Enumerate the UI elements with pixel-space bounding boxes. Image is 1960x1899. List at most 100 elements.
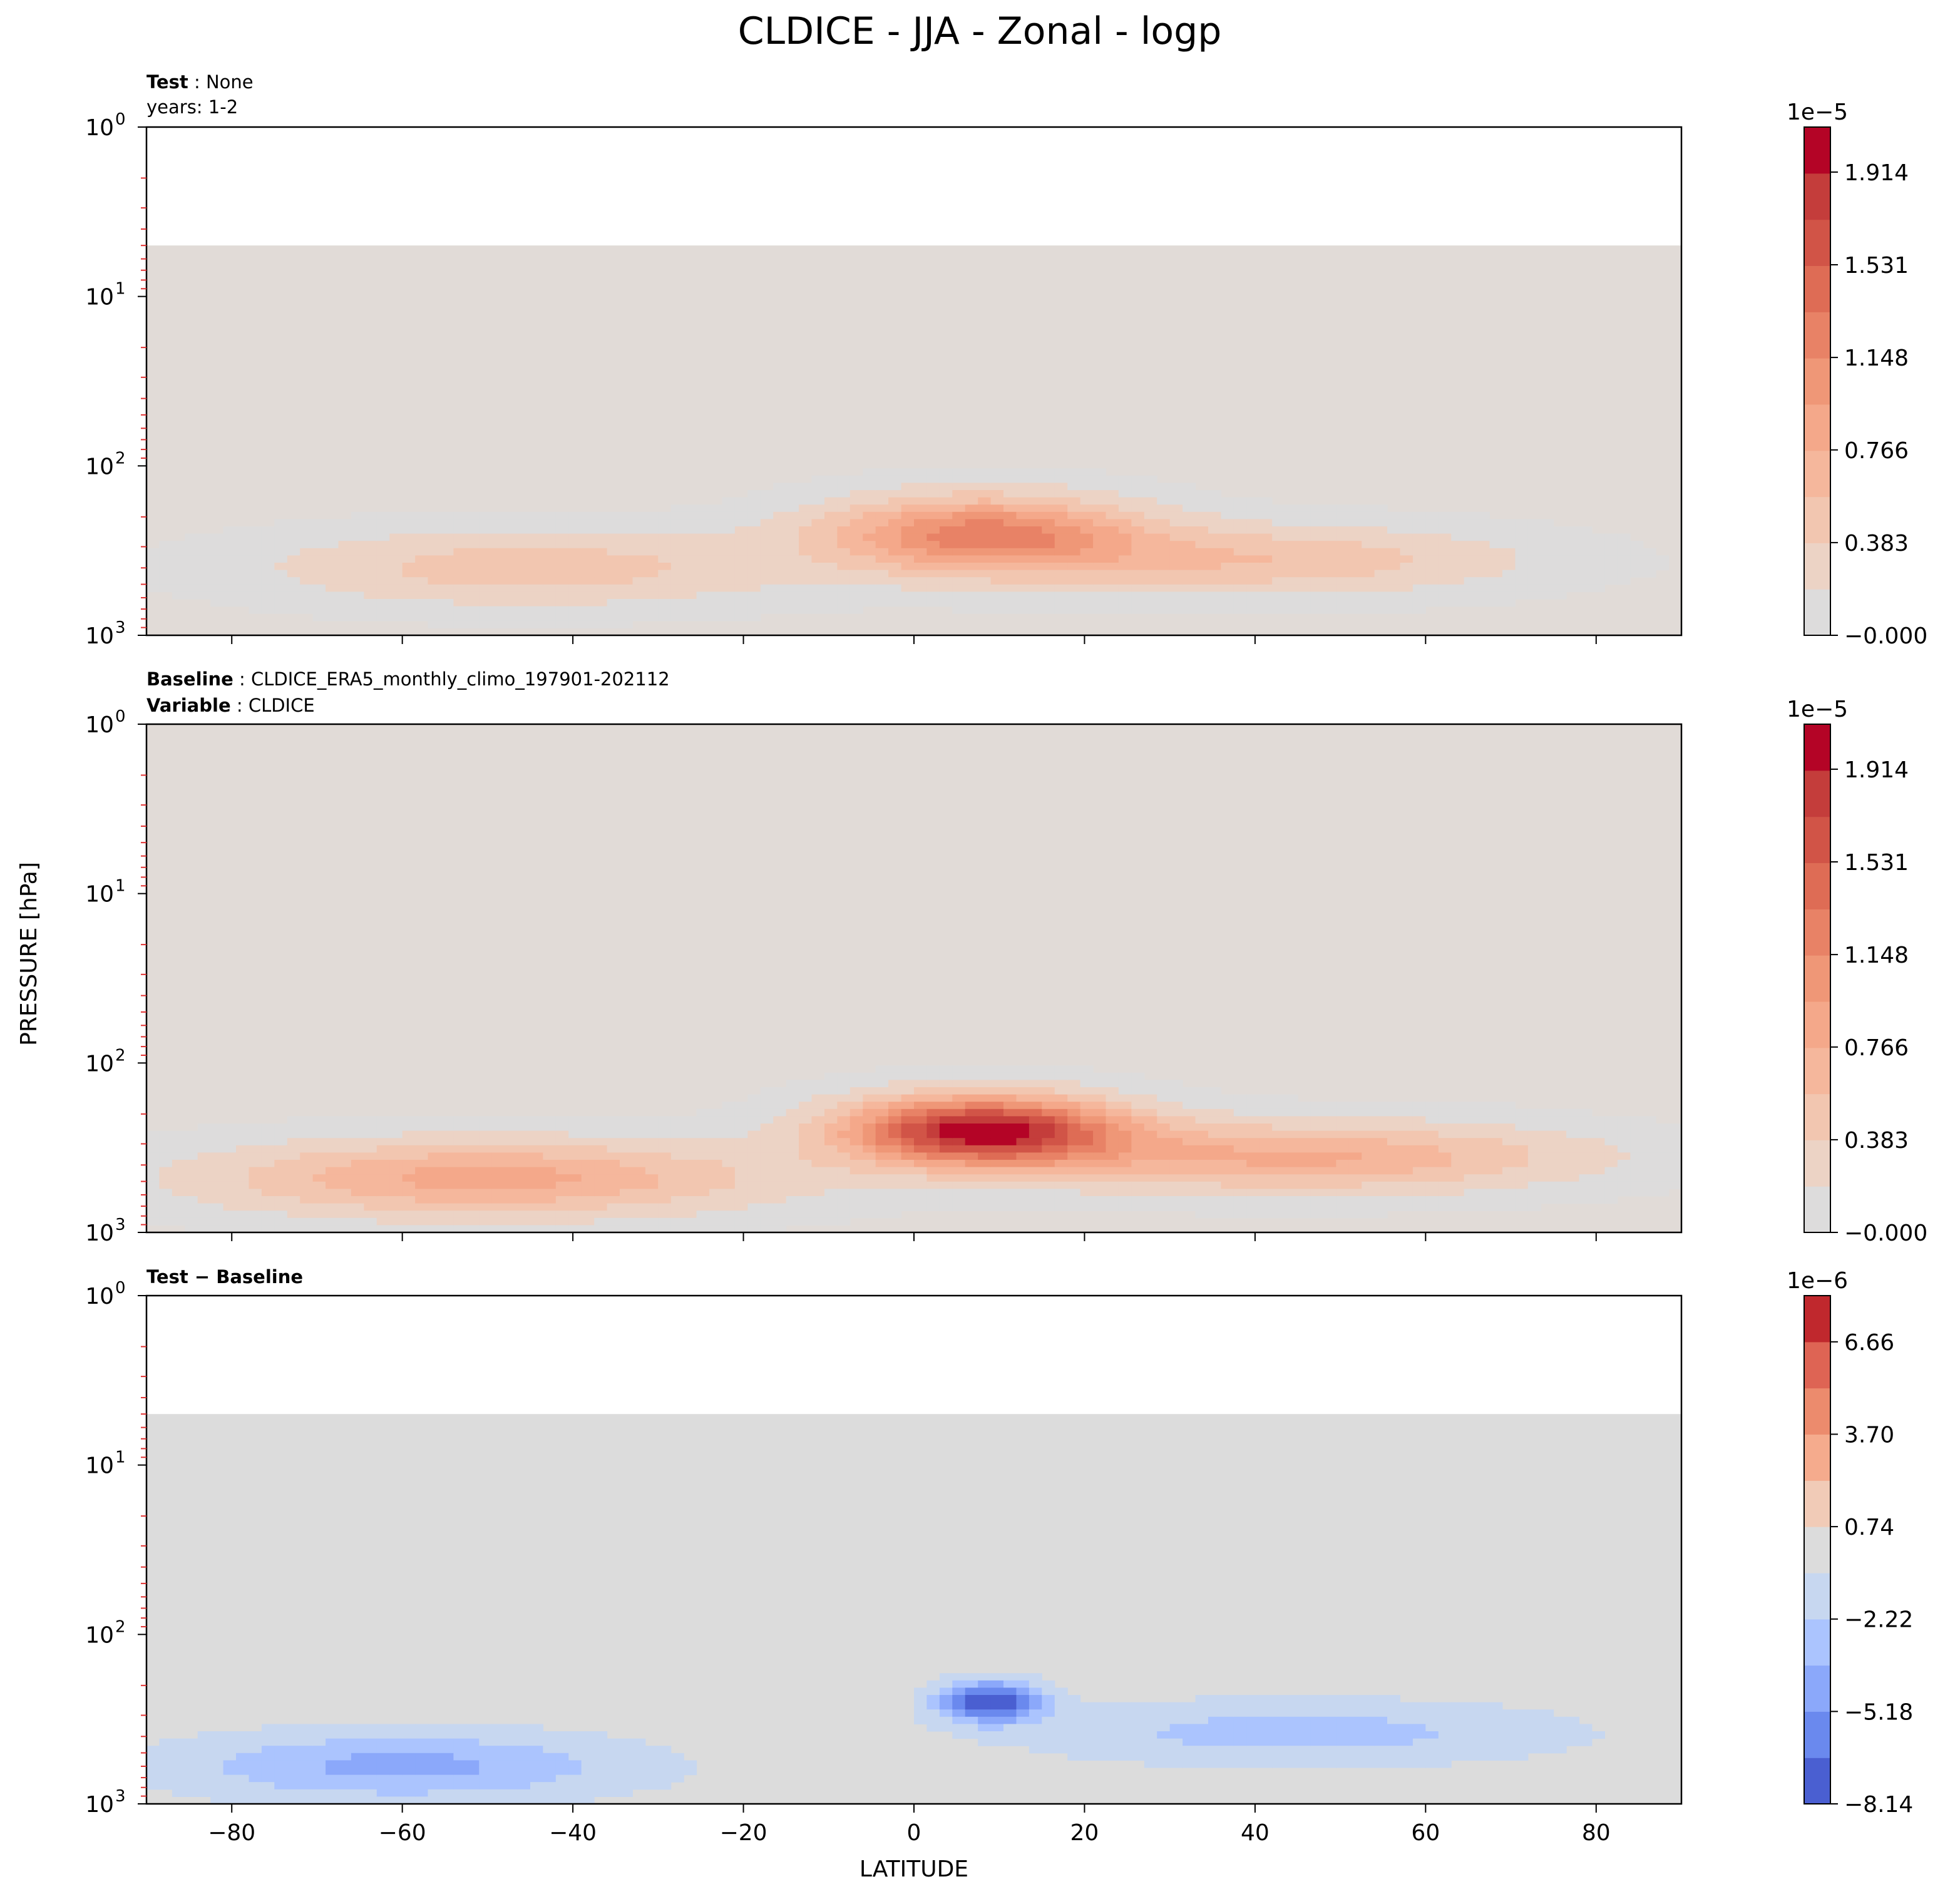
field-cell xyxy=(1208,1702,1221,1710)
field-cell xyxy=(1387,563,1400,571)
field-cell xyxy=(223,599,237,607)
field-cell xyxy=(517,599,531,607)
field-cell xyxy=(1003,1065,1017,1073)
field-cell xyxy=(1298,1716,1311,1724)
x-tick-label: 80 xyxy=(1582,1820,1611,1846)
field-cell xyxy=(1003,570,1017,578)
field-cell xyxy=(1016,591,1030,600)
field-cell xyxy=(1131,1108,1145,1117)
field-cell xyxy=(159,1217,173,1226)
field-cell xyxy=(530,555,543,563)
field-cell xyxy=(1054,468,1068,476)
field-cell xyxy=(952,1203,966,1211)
field-cell xyxy=(581,606,595,614)
field-cell xyxy=(1362,1709,1375,1717)
field-cell xyxy=(491,548,505,556)
field-cell xyxy=(632,570,646,578)
field-cell xyxy=(1003,591,1017,600)
field-cell xyxy=(1131,1160,1145,1168)
field-cell xyxy=(441,584,454,592)
field-cell xyxy=(696,1189,710,1197)
field-cell xyxy=(376,1782,390,1790)
field-cell xyxy=(747,533,761,541)
field-cell xyxy=(837,570,851,578)
field-cell xyxy=(760,526,774,535)
field-cell xyxy=(965,468,978,476)
field-cell xyxy=(965,1130,978,1139)
field-cell xyxy=(1374,511,1388,520)
field-cell xyxy=(1016,548,1030,556)
field-cell xyxy=(568,1196,582,1204)
field-cell xyxy=(901,533,915,541)
field-cell xyxy=(364,1774,377,1783)
field-cell xyxy=(1348,1709,1362,1717)
field-cell xyxy=(1553,1724,1567,1732)
field-cell xyxy=(466,1724,480,1732)
field-cell xyxy=(1195,1108,1209,1117)
field-cell xyxy=(261,1196,275,1204)
field-cell xyxy=(1144,1124,1157,1132)
field-cell xyxy=(837,1203,851,1211)
field-cell xyxy=(1183,1160,1196,1168)
field-cell xyxy=(300,1181,314,1189)
field-cell xyxy=(1527,519,1541,527)
field-cell xyxy=(1183,1189,1196,1197)
field-cell xyxy=(1285,1160,1298,1168)
field-cell xyxy=(479,570,493,578)
field-cell xyxy=(1272,1138,1286,1146)
field-cell xyxy=(1093,1072,1107,1080)
field-cell xyxy=(875,591,889,600)
field-cell xyxy=(722,555,736,563)
field-cell xyxy=(210,1225,224,1232)
field-cell xyxy=(1425,1116,1439,1124)
field-cell xyxy=(1169,1138,1183,1146)
field-cell xyxy=(453,1724,467,1732)
field-cell xyxy=(1016,577,1030,585)
field-cell xyxy=(875,563,889,571)
field-cell xyxy=(1144,1753,1157,1761)
field-cell xyxy=(926,577,940,585)
field-cell xyxy=(875,475,889,483)
field-cell xyxy=(1016,1695,1030,1703)
field-cell xyxy=(1054,1080,1068,1088)
field-cell xyxy=(146,1768,160,1776)
field-cell xyxy=(1464,548,1477,556)
field-cell xyxy=(1118,1174,1132,1182)
field-cell xyxy=(1656,1130,1670,1139)
field-cell xyxy=(1157,1160,1171,1168)
field-cell xyxy=(312,1124,326,1132)
field-cell xyxy=(1067,1130,1081,1139)
field-cell xyxy=(645,563,659,571)
field-cell xyxy=(1553,1716,1567,1724)
field-cell xyxy=(824,606,838,614)
field-cell xyxy=(1272,541,1286,549)
field-cell xyxy=(1477,1196,1491,1204)
field-cell xyxy=(875,1072,889,1080)
field-cell xyxy=(415,1225,429,1232)
field-cell xyxy=(658,1203,672,1211)
field-cell xyxy=(1668,1152,1681,1160)
field-cell xyxy=(555,613,569,622)
field-cell xyxy=(1374,1160,1388,1168)
field-cell xyxy=(875,1174,889,1182)
field-cell xyxy=(824,1152,838,1160)
field-cell xyxy=(926,1189,940,1197)
field-cell xyxy=(466,1789,480,1797)
field-cell xyxy=(709,555,723,563)
field-cell xyxy=(990,1108,1004,1117)
field-cell xyxy=(1118,1753,1132,1761)
field-cell xyxy=(210,548,224,556)
field-cell xyxy=(1106,1124,1119,1132)
field-cell xyxy=(978,1108,992,1117)
field-cell xyxy=(849,1203,863,1211)
field-cell xyxy=(1131,1102,1145,1110)
field-cell xyxy=(645,1152,659,1160)
field-cell xyxy=(1080,599,1094,607)
field-cell xyxy=(1183,1724,1196,1732)
field-cell xyxy=(1131,1196,1145,1204)
field-cell xyxy=(1106,1196,1119,1204)
field-cell xyxy=(1183,555,1196,563)
field-cell xyxy=(1003,1181,1017,1189)
field-cell xyxy=(351,584,364,592)
field-cell xyxy=(441,526,454,535)
